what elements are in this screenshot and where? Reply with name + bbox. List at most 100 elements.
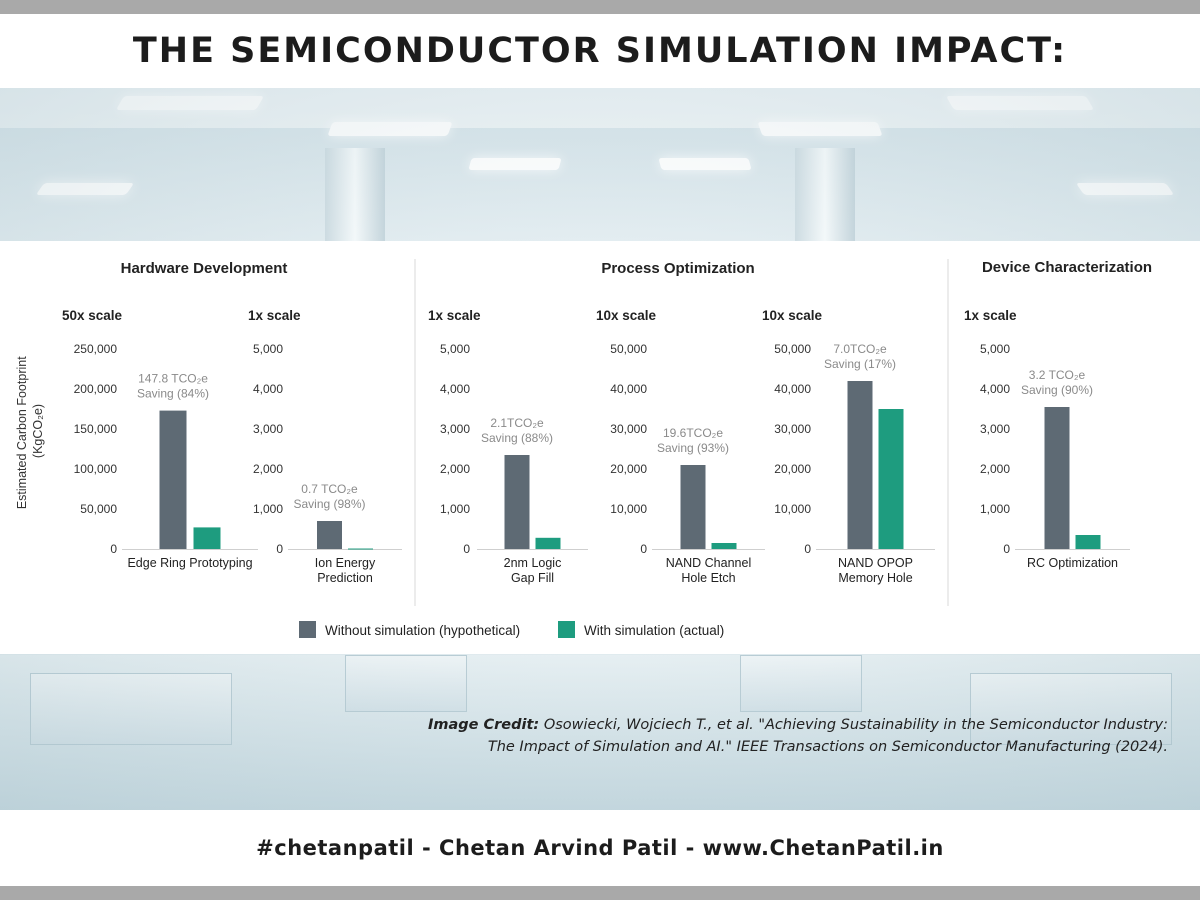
group-title: Device Characterization: [982, 259, 1152, 276]
chart-panel-4: 10x scale 50,000 40,000 30,000 20,000 10,000 0…: [596, 308, 765, 585]
bar-without-simulation: [1044, 407, 1070, 549]
page-title: THE SEMICONDUCTOR SIMULATION IMPACT:: [132, 31, 1068, 71]
scale-label: 1x scale: [248, 308, 301, 323]
y-axis-title-line2: (KgCO₂e): [31, 404, 45, 458]
carbon-footprint-chart: Hardware Development Process Optimizatio…: [15, 259, 1152, 638]
saving-annotation-value: 19.6TCO₂e: [663, 426, 723, 440]
y-tick-label: 3,000: [440, 422, 470, 436]
bar-with-simulation: [193, 527, 221, 549]
bar-without-simulation: [317, 521, 342, 549]
chart-panel-6: 1x scale 5,000 4,000 3,000 2,000 1,000 0 3.2 TC…: [964, 308, 1130, 570]
y-tick-label: 3,000: [980, 422, 1010, 436]
saving-annotation-value: 2.1TCO₂e: [490, 416, 544, 430]
y-tick-label: 150,000: [74, 422, 118, 436]
bar-with-simulation: [535, 537, 561, 549]
chart-panel-5: 10x scale 50,000 40,000 30,000 20,000 10,000 0…: [762, 308, 935, 585]
category-label: Gap Fill: [511, 571, 554, 585]
y-tick-label: 40,000: [774, 382, 811, 396]
category-label: NAND Channel: [666, 556, 751, 570]
group-titles: Hardware Development Process Optimizatio…: [121, 259, 1152, 277]
y-tick-label: 0: [110, 542, 117, 556]
y-tick-label: 30,000: [774, 422, 811, 436]
bar-without-simulation: [504, 455, 530, 549]
y-tick-label: 10,000: [610, 502, 647, 516]
y-tick-label: 250,000: [74, 342, 118, 356]
bar-without-simulation: [680, 465, 706, 549]
saving-annotation-percent: Saving (93%): [657, 441, 729, 455]
bar-without-simulation: [159, 410, 187, 549]
y-tick-label: 5,000: [253, 342, 283, 356]
chart-panel-3: 1x scale 5,000 4,000 3,000 2,000 1,000 0 2.1TCO…: [428, 308, 588, 585]
y-tick-label: 5,000: [980, 342, 1010, 356]
legend: Without simulation (hypothetical) With s…: [299, 621, 724, 638]
image-credit: Image Credit: Osowiecki, Wojciech T., et…: [380, 714, 1168, 758]
bar-with-simulation: [348, 548, 373, 550]
y-tick-label: 10,000: [774, 502, 811, 516]
y-tick-label: 200,000: [74, 382, 118, 396]
y-tick-label: 2,000: [980, 462, 1010, 476]
y-tick-label: 2,000: [253, 462, 283, 476]
group-title: Hardware Development: [121, 260, 288, 277]
category-label: Ion Energy: [315, 556, 376, 570]
category-label: Prediction: [317, 571, 373, 585]
group-title: Process Optimization: [601, 260, 754, 277]
saving-annotation-value: 147.8 TCO₂e: [138, 372, 208, 386]
saving-annotation-percent: Saving (17%): [824, 357, 896, 371]
y-tick-label: 1,000: [253, 502, 283, 516]
saving-annotation-value: 7.0TCO₂e: [833, 342, 887, 356]
y-tick-label: 0: [640, 542, 647, 556]
legend-label-with: With simulation (actual): [584, 623, 724, 638]
y-tick-label: 50,000: [610, 342, 647, 356]
chart-panel: Hardware Development Process Optimizatio…: [0, 241, 1200, 654]
credit-line-1: Osowiecki, Wojciech T., et al. "Achievin…: [543, 717, 1168, 733]
chart-panels: 50x scale 250,000 200,000 150,000 100,000 50,…: [62, 308, 1130, 585]
credit-line-2: The Impact of Simulation and AI." IEEE T…: [487, 739, 1168, 755]
saving-annotation-percent: Saving (90%): [1021, 383, 1093, 397]
bar-without-simulation: [847, 381, 873, 549]
y-tick-label: 0: [1003, 542, 1010, 556]
bar-with-simulation: [711, 543, 737, 549]
y-axis-title-line1: Estimated Carbon Footprint: [15, 356, 29, 509]
saving-annotation-percent: Saving (98%): [293, 497, 365, 511]
category-label: Edge Ring Prototyping: [127, 556, 252, 570]
y-tick-label: 40,000: [610, 382, 647, 396]
y-tick-label: 5,000: [440, 342, 470, 356]
y-tick-label: 1,000: [440, 502, 470, 516]
y-tick-label: 50,000: [774, 342, 811, 356]
y-tick-label: 4,000: [253, 382, 283, 396]
y-tick-label: 0: [276, 542, 283, 556]
y-axis-title: Estimated Carbon Footprint (KgCO₂e): [15, 353, 45, 509]
chart-panel-1: 50x scale 250,000 200,000 150,000 100,000 50,…: [62, 308, 258, 570]
y-tick-label: 2,000: [440, 462, 470, 476]
bar-with-simulation: [1075, 535, 1101, 549]
category-label: NAND OPOP: [838, 556, 913, 570]
y-tick-label: 20,000: [610, 462, 647, 476]
credit-label: Image Credit:: [427, 717, 540, 733]
chart-panel-2: 1x scale 5,000 4,000 3,000 2,000 1,000 0 0.7 TC…: [248, 308, 402, 585]
scale-label: 10x scale: [596, 308, 657, 323]
saving-annotation-value: 0.7 TCO₂e: [301, 482, 358, 496]
y-tick-label: 30,000: [610, 422, 647, 436]
scale-label: 10x scale: [762, 308, 823, 323]
legend-swatch-with: [558, 621, 575, 638]
category-label: Memory Hole: [838, 571, 912, 585]
scale-label: 1x scale: [964, 308, 1017, 323]
y-tick-label: 4,000: [440, 382, 470, 396]
saving-annotation-value: 3.2 TCO₂e: [1029, 368, 1086, 382]
y-tick-label: 100,000: [74, 462, 118, 476]
scale-label: 50x scale: [62, 308, 123, 323]
legend-label-without: Without simulation (hypothetical): [325, 623, 520, 638]
top-border-strip: [0, 0, 1200, 14]
saving-annotation-percent: Saving (88%): [481, 431, 553, 445]
category-label: Hole Etch: [681, 571, 735, 585]
y-tick-label: 3,000: [253, 422, 283, 436]
y-tick-label: 50,000: [80, 502, 117, 516]
bottom-border-strip: [0, 886, 1200, 900]
saving-annotation-percent: Saving (84%): [137, 387, 209, 401]
y-tick-label: 0: [804, 542, 811, 556]
footer-signature: #chetanpatil - Chetan Arvind Patil - www…: [256, 836, 944, 860]
legend-swatch-without: [299, 621, 316, 638]
y-tick-label: 0: [463, 542, 470, 556]
category-label: RC Optimization: [1027, 556, 1118, 570]
y-tick-label: 20,000: [774, 462, 811, 476]
